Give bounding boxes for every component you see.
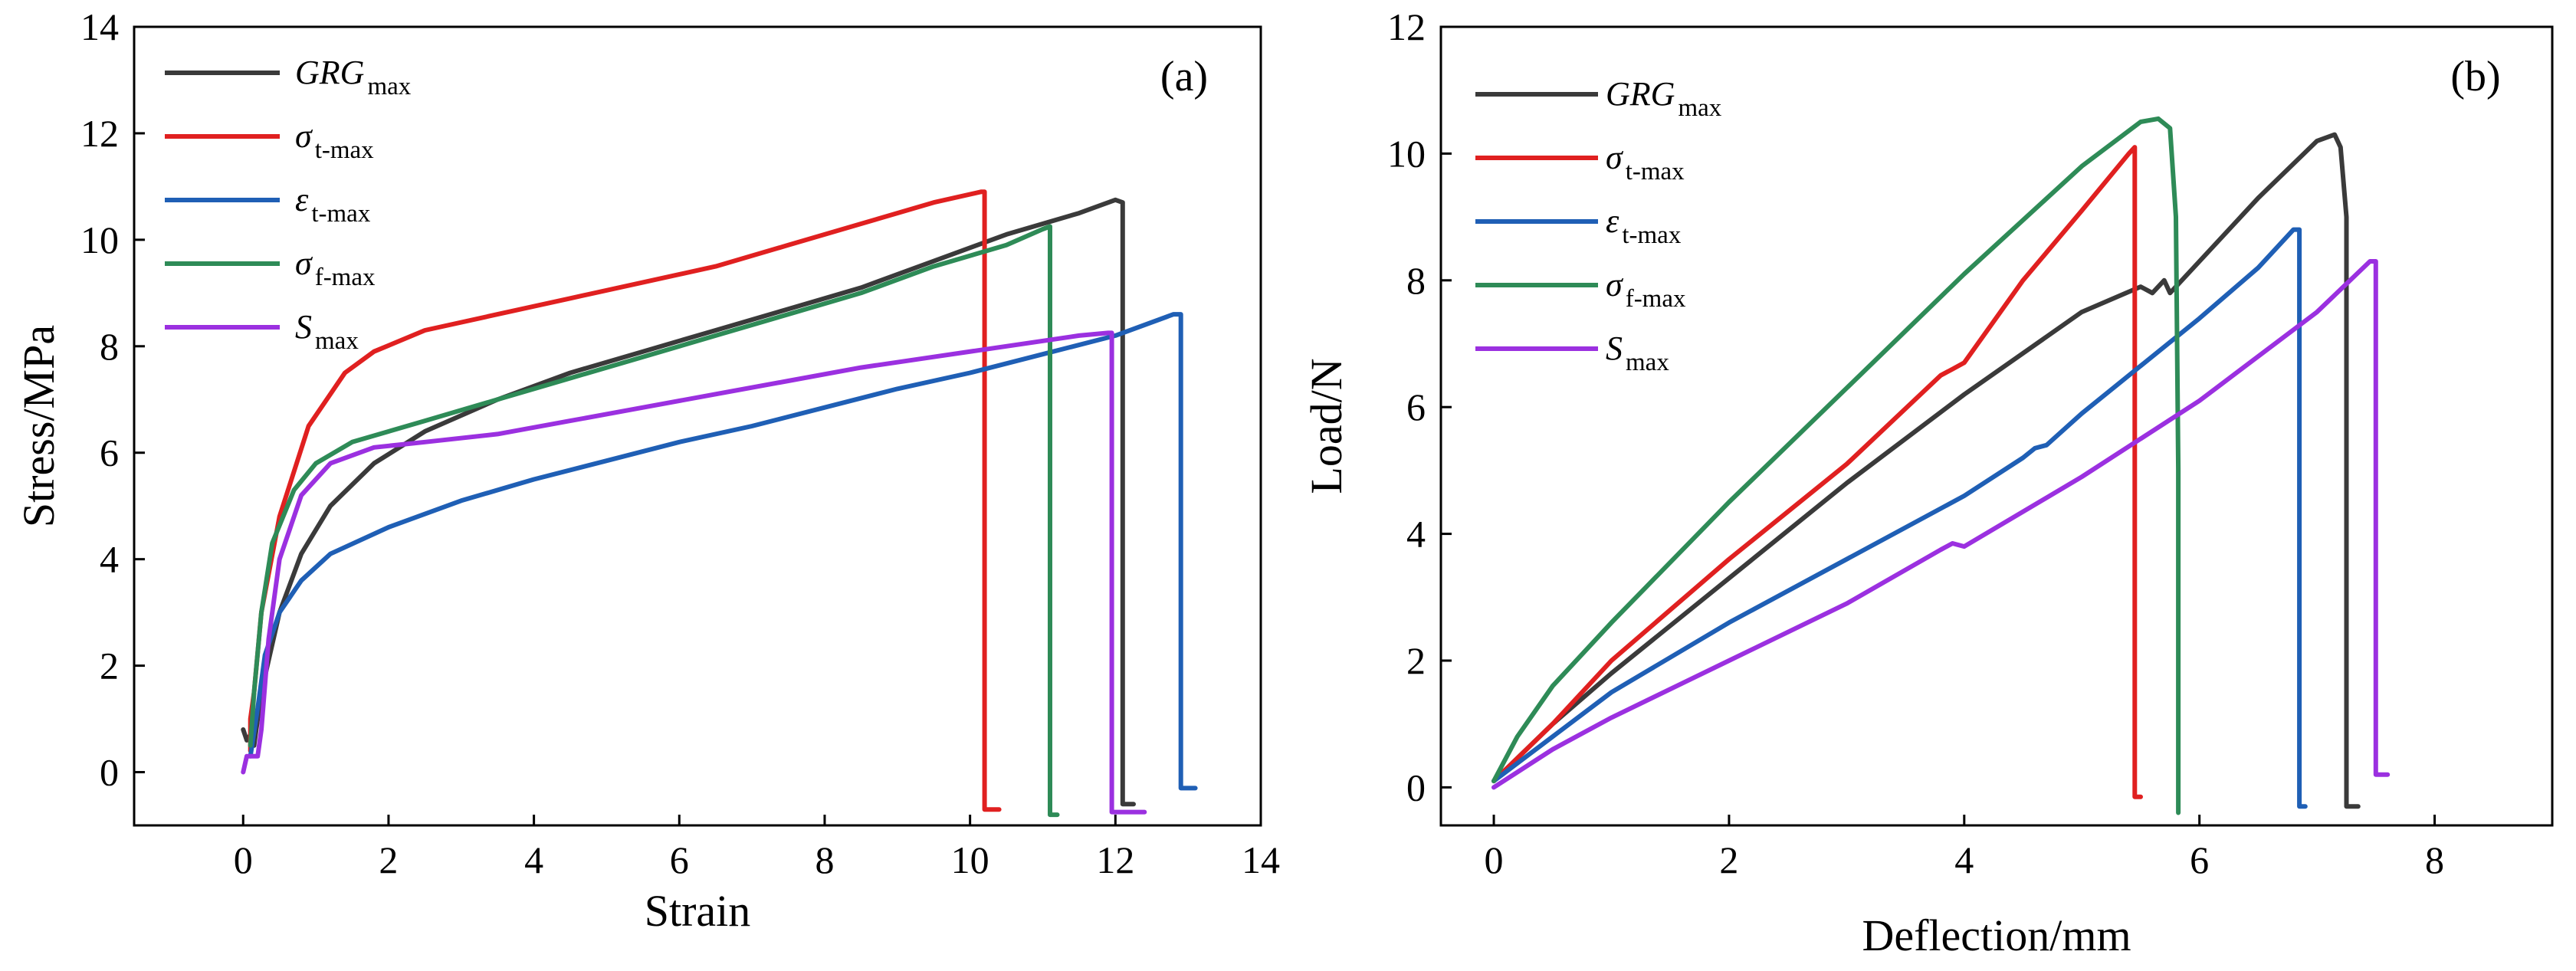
panel-a-y-tick-label: 12 bbox=[80, 112, 119, 155]
panel-a-y-tick-label: 4 bbox=[100, 538, 119, 581]
panel-a-y-tick-label: 0 bbox=[100, 751, 119, 794]
panel-a-y-axis-title: Stress/MPa bbox=[14, 325, 64, 527]
panel-b-y-tick-label: 12 bbox=[1387, 5, 1426, 48]
panel-b-x-tick-label: 0 bbox=[1485, 838, 1504, 881]
panel-a-x-tick-label: 14 bbox=[1242, 838, 1280, 881]
panel-b-series-4-line bbox=[1491, 116, 2181, 815]
panel-b-legend-entry-4: σ f-max bbox=[1606, 266, 1686, 313]
panel-a-chart: 0 2 4 6 8 10 12 14 0 2 4 6 8 10 12 14 Strain Stress/MPa (a… bbox=[14, 5, 1280, 936]
panel-a-series-4-line bbox=[248, 224, 1060, 818]
panel-b-series-5-line bbox=[1491, 259, 2391, 790]
panel-b-legend-entry-1: GRG max bbox=[1606, 75, 1722, 122]
panel-a-legend-entry-1: GRG max bbox=[295, 54, 412, 100]
panel-b-legend-entry-3: ε t-max bbox=[1606, 202, 1682, 249]
panel-b-plot-frame bbox=[1439, 25, 2554, 827]
panel-a-x-tick-label: 8 bbox=[815, 838, 834, 881]
panel-b-y-tick-label: 2 bbox=[1406, 639, 1426, 682]
panel-a-legend-entry-4: σ f-max bbox=[295, 244, 376, 291]
panel-a-x-axis-title: Strain bbox=[645, 886, 751, 936]
panel-b-y-tick-label: 4 bbox=[1406, 513, 1426, 556]
panel-a-panel-label: (a) bbox=[1160, 53, 1208, 100]
panel-b-y-tick-label: 8 bbox=[1406, 259, 1426, 302]
panel-a-plot-frame bbox=[133, 25, 1262, 827]
panel-a-series-5-line bbox=[241, 330, 1147, 815]
panel-b-x-tick-label: 8 bbox=[2425, 838, 2444, 881]
panel-b-chart: 0 2 4 6 8 0 2 4 6 8 10 12 Deflection/mm Load/N (b) GRG m… bbox=[1301, 5, 2554, 960]
panel-b-y-tick-label: 0 bbox=[1406, 766, 1426, 809]
panel-a-y-tick-label: 14 bbox=[80, 5, 119, 48]
panel-b-series-2-line bbox=[1491, 145, 2143, 799]
panel-a-y-tick-label: 2 bbox=[100, 645, 119, 687]
panel-b-panel-label: (b) bbox=[2450, 53, 2500, 100]
panel-b-y-axis-title: Load/N bbox=[1301, 358, 1351, 494]
panel-b-x-tick-label: 6 bbox=[2190, 838, 2209, 881]
panel-a-x-tick-label: 0 bbox=[234, 838, 253, 881]
panel-a-x-tick-label: 10 bbox=[951, 838, 989, 881]
panel-a-x-tick-label: 12 bbox=[1096, 838, 1134, 881]
panel-b-x-axis-title: Deflection/mm bbox=[1862, 910, 2131, 960]
panel-a-series-1-line bbox=[241, 197, 1136, 807]
panel-a-x-tick-label: 6 bbox=[670, 838, 689, 881]
panel-a-y-tick-label: 10 bbox=[80, 218, 119, 261]
panel-a-y-tick-label: 8 bbox=[100, 325, 119, 368]
panel-a-legend-entry-2: σ t-max bbox=[295, 117, 374, 164]
panel-b-series-3-line bbox=[1491, 227, 2308, 809]
panel-a-x-tick-label: 4 bbox=[524, 838, 543, 881]
panel-b-x-tick-label: 2 bbox=[1719, 838, 1738, 881]
panel-a-y-tick-label: 6 bbox=[100, 431, 119, 474]
panel-a-legend-entry-3: ε t-max bbox=[295, 181, 371, 228]
panel-b-x-tick-label: 4 bbox=[1954, 838, 1974, 881]
panel-b-y-tick-label: 6 bbox=[1406, 385, 1426, 428]
panel-b-series-1-line bbox=[1491, 132, 2361, 809]
panel-a-x-tick-label: 2 bbox=[379, 838, 398, 881]
panel-b-y-tick-label: 10 bbox=[1387, 132, 1426, 175]
panel-b-legend-entry-2: σ t-max bbox=[1606, 139, 1685, 185]
panel-a-series-3-line bbox=[248, 312, 1198, 791]
